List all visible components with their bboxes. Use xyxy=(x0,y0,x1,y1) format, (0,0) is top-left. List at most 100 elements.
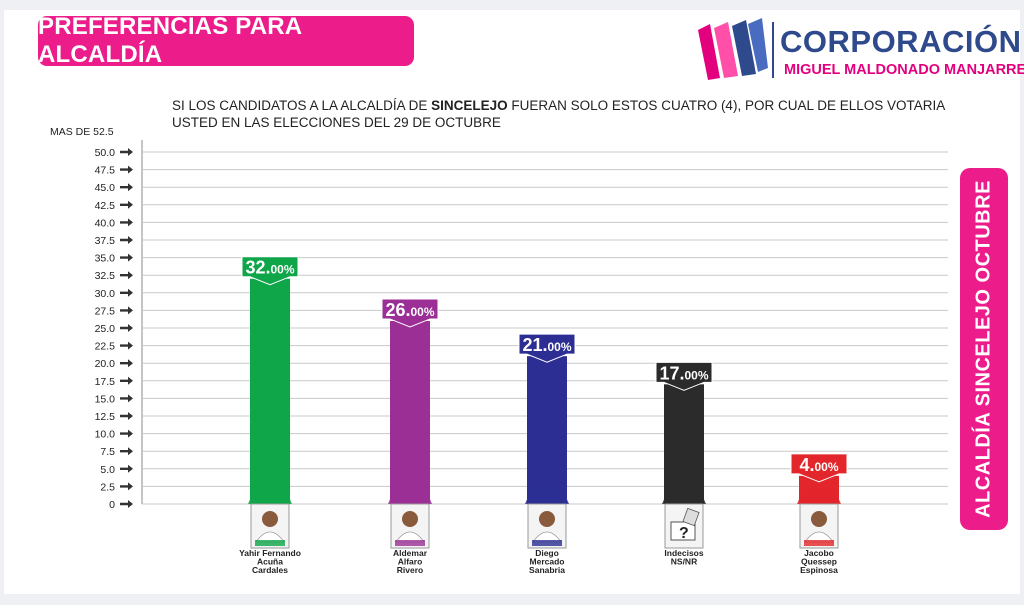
arrow-right-icon xyxy=(120,429,133,438)
arrow-right-icon xyxy=(120,412,133,420)
party-logo-icon xyxy=(804,540,834,546)
y-tick-label: 0 xyxy=(109,499,115,511)
ballot-box-icon xyxy=(670,521,696,541)
y-tick-label: 30.0 xyxy=(95,288,116,300)
y-tick-label: 22.5 xyxy=(95,341,116,353)
arrow-right-icon xyxy=(120,376,133,385)
bar-base xyxy=(388,490,432,504)
candidate-name-line: Espinosa xyxy=(800,565,838,575)
y-tick-label: 50.0 xyxy=(95,147,116,159)
bar-base xyxy=(797,490,841,504)
arrow-right-icon xyxy=(120,306,133,315)
y-tick-label: 7.5 xyxy=(100,446,115,458)
question-part-1: SI LOS CANDIDATOS A LA ALCALDÍA DE xyxy=(172,98,432,113)
logo-divider xyxy=(772,22,774,78)
side-banner: ALCALDÍA SINCELEJO OCTUBRE xyxy=(960,168,1008,530)
y-tick-label: 40.0 xyxy=(95,217,116,229)
candidate-name-line: Mercado xyxy=(530,557,565,567)
arrow-right-icon xyxy=(120,218,133,227)
value-label-cap xyxy=(655,361,713,391)
value-label: 17.00% xyxy=(659,363,708,383)
y-tick-label: 17.5 xyxy=(95,376,116,388)
value-label: 4.00% xyxy=(799,455,838,475)
arrow-right-icon xyxy=(120,500,133,508)
arrow-right-icon xyxy=(120,359,133,368)
title-banner: PREFERENCIAS PARA ALCALDÍA xyxy=(38,13,414,68)
value-label-cap xyxy=(381,298,439,328)
arrow-right-icon xyxy=(120,236,133,244)
bar xyxy=(250,278,290,504)
question-part-2: FUERAN SOLO ESTOS CUATRO (4), POR CUAL D… xyxy=(172,98,945,130)
candidate-name-line: Diego xyxy=(535,548,559,558)
arrow-right-icon xyxy=(120,253,133,262)
candidate-head-icon xyxy=(402,511,418,527)
axis-top-label: MAS DE 52.5 xyxy=(50,126,114,138)
logo-subtitle: MIGUEL MALDONADO MANJARREZ xyxy=(784,62,1024,78)
value-label-cap xyxy=(790,453,848,483)
arrow-right-icon xyxy=(120,288,133,297)
y-tick-label: 5.0 xyxy=(100,464,115,476)
y-tick-label: 20.0 xyxy=(95,358,116,370)
question-city: SINCELEJO xyxy=(431,98,508,113)
candidate-name-line: Yahir Fernando xyxy=(239,548,301,558)
bar xyxy=(390,320,430,504)
candidate-name-line: Indecisos xyxy=(664,548,703,558)
party-logo-icon xyxy=(395,540,425,546)
candidate-name-line: Jacobo xyxy=(804,548,834,558)
bar xyxy=(664,384,704,504)
y-tick-label: 45.0 xyxy=(95,182,116,194)
arrow-right-icon xyxy=(120,200,133,209)
value-label: 26.00% xyxy=(385,300,434,320)
bar-base xyxy=(662,490,706,504)
candidate-head-icon xyxy=(539,511,555,527)
value-label: 32.00% xyxy=(245,258,294,278)
arrow-right-icon xyxy=(120,165,133,174)
logo-name: CORPORACIÓN xyxy=(780,24,1022,59)
candidate-name-line: Acuña xyxy=(257,557,283,567)
arrow-right-icon xyxy=(120,464,133,473)
question-mark-icon: ? xyxy=(679,525,689,542)
arrow-right-icon xyxy=(120,447,133,456)
candidate-head-icon xyxy=(262,511,278,527)
candidate-name-line: Aldemar xyxy=(393,548,428,558)
bar xyxy=(527,356,567,504)
y-tick-label: 15.0 xyxy=(95,393,116,405)
arrow-right-icon xyxy=(120,324,133,332)
y-tick-label: 27.5 xyxy=(95,305,116,317)
value-label: 21.00% xyxy=(522,335,571,355)
value-label-cap xyxy=(241,256,299,286)
y-tick-label: 10.0 xyxy=(95,429,116,441)
logo: CORPORACIÓN MIGUEL MALDONADO MANJARREZ xyxy=(694,18,1024,86)
logo-mark-icon xyxy=(698,18,768,80)
y-tick-label: 12.5 xyxy=(95,411,116,423)
arrow-right-icon xyxy=(120,271,133,280)
value-label-cap xyxy=(518,333,576,363)
arrow-right-icon xyxy=(120,183,133,192)
arrow-right-icon xyxy=(120,341,133,350)
survey-question: SI LOS CANDIDATOS A LA ALCALDÍA DE SINCE… xyxy=(172,97,952,131)
candidate-name-line: Cardales xyxy=(252,565,288,575)
candidate-head-icon xyxy=(811,511,827,527)
y-tick-label: 35.0 xyxy=(95,253,116,265)
party-logo-icon xyxy=(532,540,562,546)
arrow-right-icon xyxy=(120,148,133,156)
candidate-name-line: NS/NR xyxy=(671,557,697,567)
page-title: PREFERENCIAS PARA ALCALDÍA xyxy=(38,13,302,68)
bar-base xyxy=(248,490,292,504)
chart-card xyxy=(4,10,1020,594)
candidate-name-line: Rivero xyxy=(397,565,423,575)
y-tick-label: 25.0 xyxy=(95,323,116,335)
y-tick-label: 42.5 xyxy=(95,200,116,212)
arrow-right-icon xyxy=(120,394,133,403)
y-tick-label: 32.5 xyxy=(95,270,116,282)
candidate-name-line: Quessep xyxy=(801,557,837,567)
candidate-name-line: Sanabria xyxy=(529,565,565,575)
party-logo-icon xyxy=(255,540,285,546)
y-tick-label: 2.5 xyxy=(100,481,115,493)
candidate-name-line: Alfaro xyxy=(398,557,423,567)
arrow-right-icon xyxy=(120,482,133,491)
ballot-paper-icon xyxy=(682,507,700,527)
y-tick-label: 37.5 xyxy=(95,235,116,247)
y-tick-label: 47.5 xyxy=(95,165,116,177)
